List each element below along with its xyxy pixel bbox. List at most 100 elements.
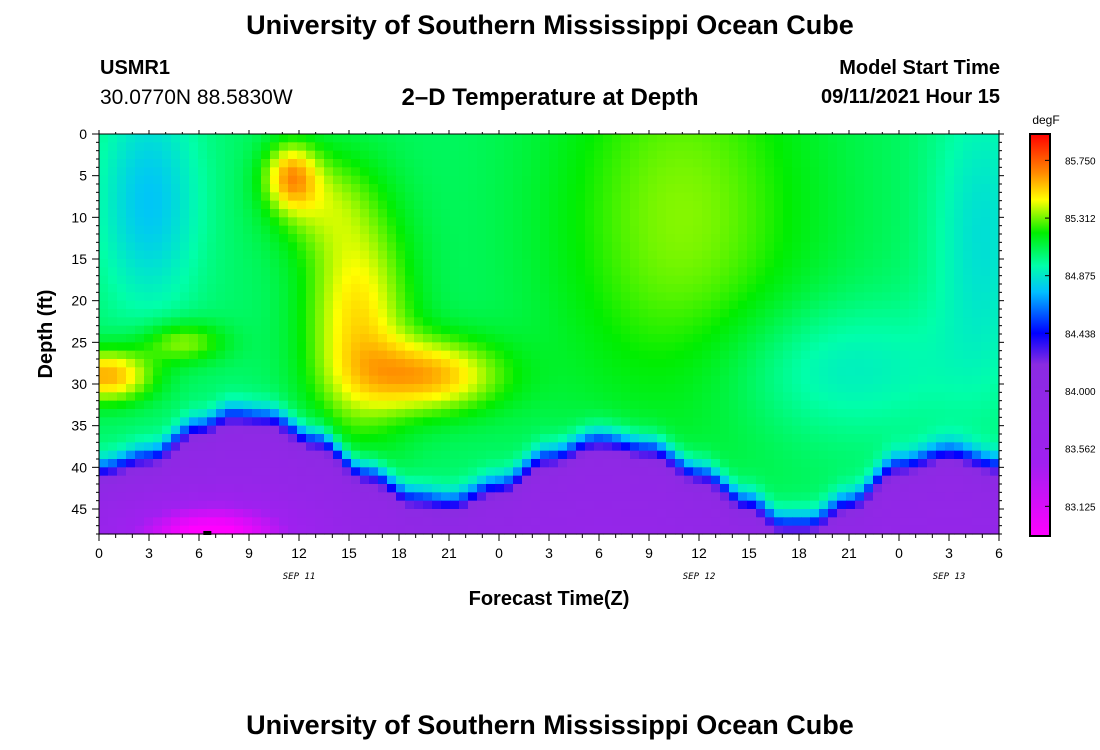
heatmap-cell [576,375,586,385]
heatmap-cell [531,225,541,235]
heatmap-cell [135,184,145,193]
heatmap-cell [243,492,253,502]
heatmap-cell [927,292,937,302]
heatmap-cell [486,317,496,327]
heatmap-cell [945,384,955,393]
heatmap-cell [369,334,379,343]
heatmap-cell [441,409,451,418]
heatmap-cell [747,409,757,418]
heatmap-cell [693,325,703,335]
heatmap-cell [423,350,433,360]
heatmap-cell [612,409,622,418]
heatmap-cell [585,475,595,485]
heatmap-cell [180,200,190,210]
heatmap-cell [801,225,811,235]
heatmap-cell [783,492,793,502]
heatmap-cell [216,500,226,510]
heatmap-cell [765,400,775,410]
heatmap-cell [441,475,451,485]
heatmap-cell [945,159,955,168]
heatmap-cell [585,259,595,268]
heatmap-cell [207,342,217,352]
heatmap-cell [450,209,460,218]
heatmap-cell [657,175,667,185]
heatmap-cell [225,167,235,177]
heatmap-cell [720,359,730,368]
heatmap-cell [396,309,406,318]
heatmap-cell [756,350,766,360]
heatmap-cell [441,309,451,318]
heatmap-cell [693,284,703,293]
heatmap-cell [954,442,964,452]
heatmap-cell [108,492,118,502]
heatmap-cell [333,492,343,502]
heatmap-cell [459,392,469,402]
heatmap-cell [648,367,658,377]
heatmap-cell [369,284,379,293]
heatmap-cell [243,392,253,402]
heatmap-cell [396,350,406,360]
heatmap-cell [189,459,199,468]
heatmap-cell [774,209,784,218]
heatmap-cell [810,200,820,210]
heatmap-cell [261,450,271,460]
heatmap-cell [522,334,532,343]
heatmap-cell [693,159,703,168]
heatmap-cell [765,300,775,310]
heatmap-cell [288,259,298,268]
heatmap-cell [324,459,334,468]
heatmap-cell [792,509,802,518]
heatmap-cell [180,359,190,368]
heatmap-cell [945,442,955,452]
heatmap-cell [342,492,352,502]
heatmap-cell [549,400,559,410]
heatmap-cell [531,384,541,393]
heatmap-cell [270,184,280,193]
heatmap-cell [252,409,262,418]
heatmap-cell [135,309,145,318]
heatmap-cell [162,200,172,210]
heatmap-cell [261,400,271,410]
heatmap-cell [594,509,604,518]
heatmap-cell [567,242,577,252]
heatmap-cell [315,184,325,193]
heatmap-cell [486,434,496,443]
heatmap-cell [756,375,766,385]
heatmap-cell [819,217,829,227]
heatmap-cell [108,184,118,193]
heatmap-cell [873,309,883,318]
heatmap-cell [585,325,595,335]
heatmap-cell [243,417,253,427]
heatmap-cell [828,450,838,460]
heatmap-cell [531,167,541,177]
heatmap-cell [819,375,829,385]
heatmap-cell [261,242,271,252]
heatmap-cell [171,150,181,160]
heatmap-cell [729,275,739,285]
heatmap-cell [612,142,622,152]
heatmap-cell [855,159,865,168]
heatmap-cell [243,317,253,327]
heatmap-cell [783,334,793,343]
heatmap-cell [117,392,127,402]
heatmap-cell [909,384,919,393]
heatmap-cell [675,309,685,318]
heatmap-cell [477,509,487,518]
heatmap-cell [855,450,865,460]
heatmap-cell [729,492,739,502]
heatmap-cell [567,200,577,210]
heatmap-cell [198,284,208,293]
heatmap-cell [675,442,685,452]
heatmap-cell [801,409,811,418]
heatmap-cell [450,284,460,293]
heatmap-cell [963,392,973,402]
heatmap-cell [126,209,136,218]
heatmap-cell [441,242,451,252]
heatmap-cell [297,375,307,385]
page-title: University of Southern Mississippi Ocean… [246,10,854,40]
heatmap-cell [612,209,622,218]
heatmap-cell [819,334,829,343]
heatmap-cell [459,167,469,177]
heatmap-cell [144,509,154,518]
heatmap-cell [720,325,730,335]
